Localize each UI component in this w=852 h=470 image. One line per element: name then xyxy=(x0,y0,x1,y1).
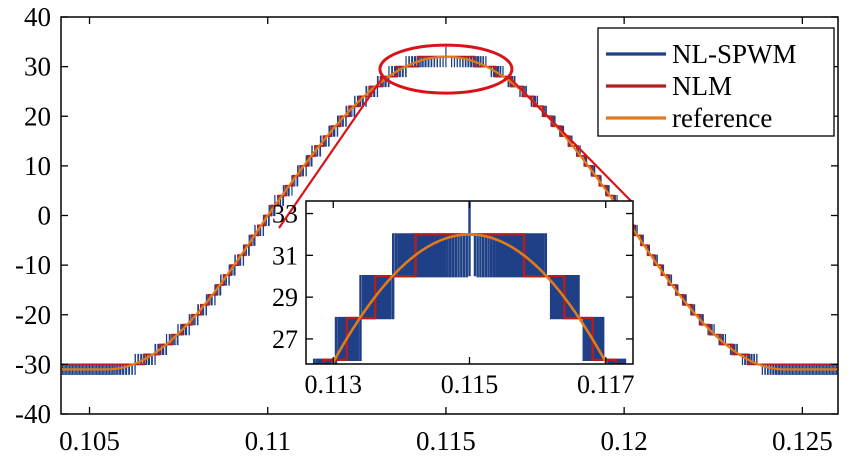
main-series-reference xyxy=(61,55,838,371)
main-x-tick-label: 0.11 xyxy=(245,426,291,456)
inset-y-tick-label: 31 xyxy=(272,241,298,270)
main-y-tick-label: -10 xyxy=(15,250,51,280)
zoom-connector-right xyxy=(508,76,633,203)
zoom-ellipse xyxy=(378,43,514,95)
main-y-tick-label: 0 xyxy=(38,201,52,231)
inset-series-reference xyxy=(330,233,609,364)
main-y-tick-label: -20 xyxy=(15,300,51,330)
inset-series-group xyxy=(312,201,627,364)
legend-label: NL-SPWM xyxy=(672,39,797,69)
legend-label: reference xyxy=(672,103,772,133)
main-series-group xyxy=(61,46,838,375)
main-y-tick-label: 20 xyxy=(24,101,51,131)
main-x-tick-label: 0.12 xyxy=(601,426,648,456)
main-y-tick-label: 10 xyxy=(24,151,51,181)
main-y-tick-label: 30 xyxy=(24,52,51,82)
main-y-tick-label: -30 xyxy=(15,349,51,379)
main-x-tick-label: 0.105 xyxy=(59,426,120,456)
inset-y-tick-label: 27 xyxy=(272,325,298,354)
inset-x-tick-label: 0.115 xyxy=(441,370,499,399)
main-y-tick-label: -40 xyxy=(15,399,51,429)
inset-y-tick-label: 33 xyxy=(272,200,298,229)
main-x-tick-label: 0.125 xyxy=(772,426,833,456)
inset-x-tick-label: 0.113 xyxy=(304,370,362,399)
zoom-connector-left xyxy=(278,76,384,229)
legend-label: NLM xyxy=(672,71,732,101)
main-x-tick-label: 0.115 xyxy=(416,426,476,456)
inset-x-tick-label: 0.117 xyxy=(577,370,635,399)
inset-y-tick-label: 29 xyxy=(272,283,298,312)
main-y-tick-label: 40 xyxy=(24,2,51,32)
